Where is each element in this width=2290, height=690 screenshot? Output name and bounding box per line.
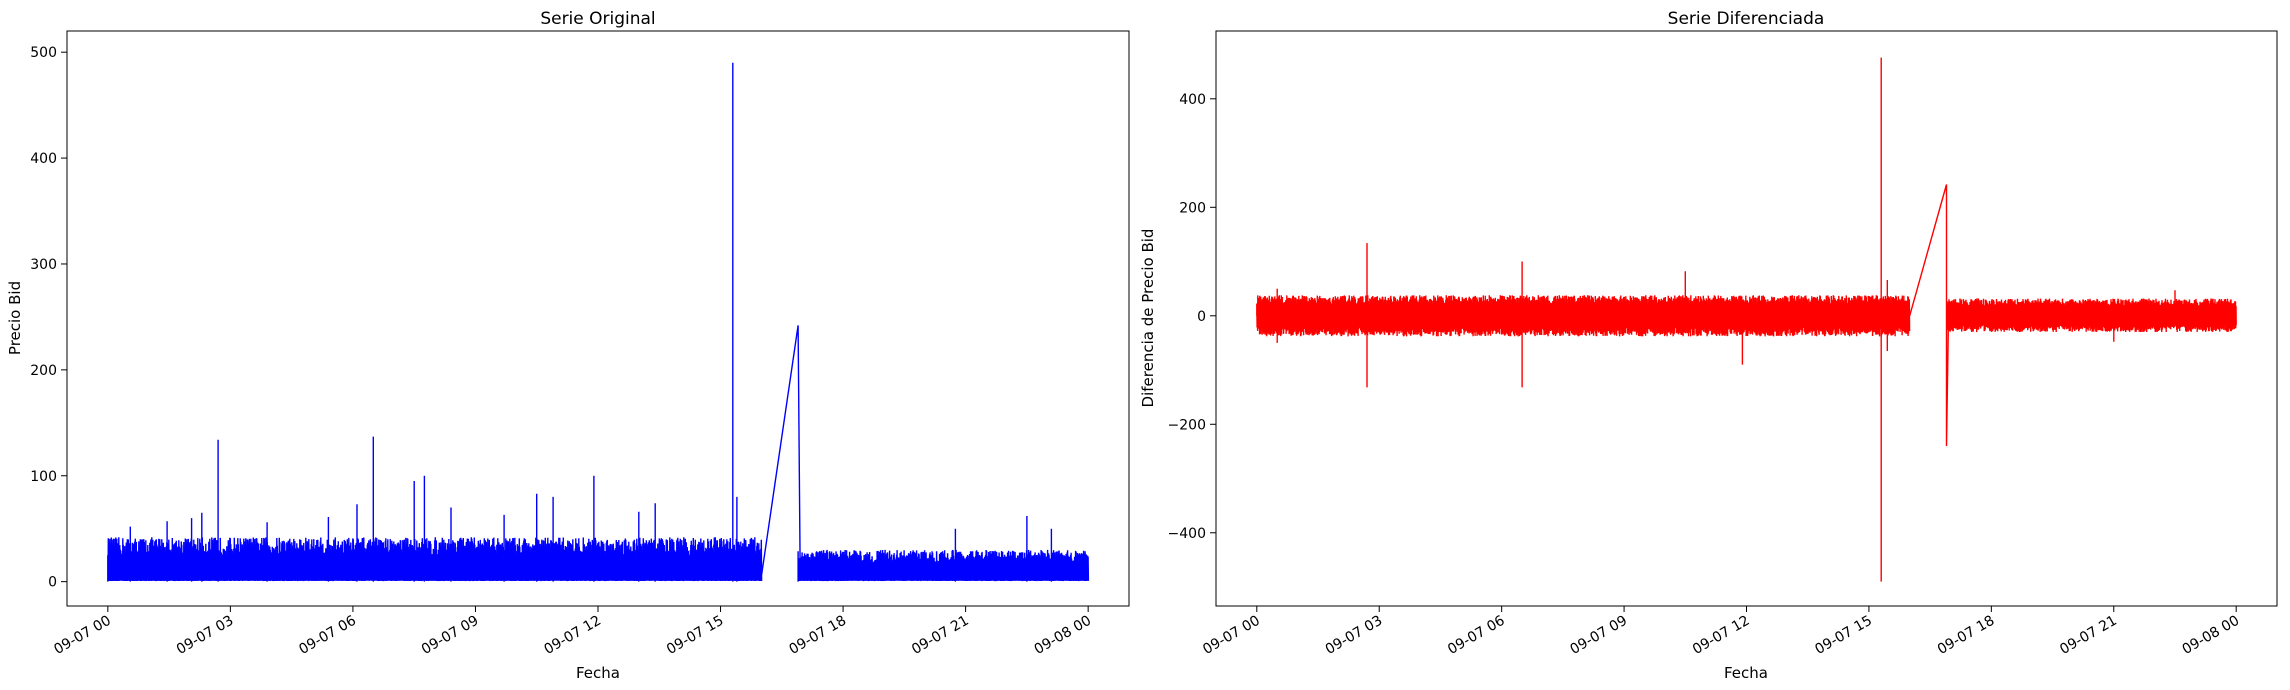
plot-area: −400 −200 0 200 400 09-07 00 09-07 03 09-07 06 0…: [1168, 30, 2278, 658]
x-tick-label: 09-07 03: [1323, 613, 1386, 658]
y-tick-label: −200: [1168, 417, 1206, 433]
x-tick-label: 09-07 18: [787, 613, 850, 658]
x-tick-label: 09-08 00: [2180, 613, 2243, 658]
y-tick-label: 400: [30, 151, 57, 167]
y-tick-label: 100: [30, 469, 57, 485]
x-tick-label: 09-07 06: [1445, 613, 1508, 658]
x-tick-label: 09-08 00: [1032, 613, 1095, 658]
x-tick-label: 09-07 21: [2057, 613, 2120, 658]
chart-original: Serie Original Fecha Precio Bid 0 100 200 3…: [6, 9, 1130, 682]
x-tick-label: 09-07 12: [541, 613, 604, 658]
x-tick-label: 09-07 09: [419, 613, 482, 658]
y-tick-label: 300: [30, 257, 57, 273]
y-tick-label: 400: [1179, 92, 1206, 108]
y-tick-label: 200: [30, 363, 57, 379]
series-line: [1256, 57, 2237, 582]
x-tick-label: 09-07 00: [1200, 613, 1263, 658]
x-tick-label: 09-07 15: [664, 613, 727, 658]
x-tick-label: 09-07 09: [1568, 613, 1631, 658]
x-axis-label: Fecha: [1724, 664, 1768, 682]
chart-title: Serie Diferenciada: [1668, 9, 1825, 29]
y-axis-label: Diferencia de Precio Bid: [1139, 229, 1157, 408]
y-tick-label: 500: [30, 45, 57, 61]
y-tick-label: 0: [48, 575, 57, 591]
x-tick-label: 09-07 00: [51, 613, 114, 658]
y-tick-label: 200: [1179, 200, 1206, 216]
y-tick-label: 0: [1197, 309, 1206, 325]
x-tick-label: 09-07 03: [174, 613, 237, 658]
chart-title: Serie Original: [540, 9, 655, 29]
x-tick-label: 09-07 06: [296, 613, 359, 658]
x-axis-label: Fecha: [576, 664, 620, 682]
x-tick-label: 09-07 21: [909, 613, 972, 658]
plot-area: 0 100 200 300 400 500 09-07 00 09-07 03 09-07 06…: [30, 30, 1130, 658]
y-tick-label: −400: [1168, 526, 1206, 542]
series-line: [107, 62, 1090, 582]
plot-frame: [66, 30, 1130, 607]
x-tick-label: 09-07 18: [1935, 613, 1998, 658]
chart-differenced: Serie Diferenciada Fecha Diferencia de P…: [1139, 9, 2278, 682]
x-tick-label: 09-07 15: [1812, 613, 1875, 658]
x-tick-label: 09-07 12: [1690, 613, 1753, 658]
y-axis-label: Precio Bid: [6, 281, 24, 355]
